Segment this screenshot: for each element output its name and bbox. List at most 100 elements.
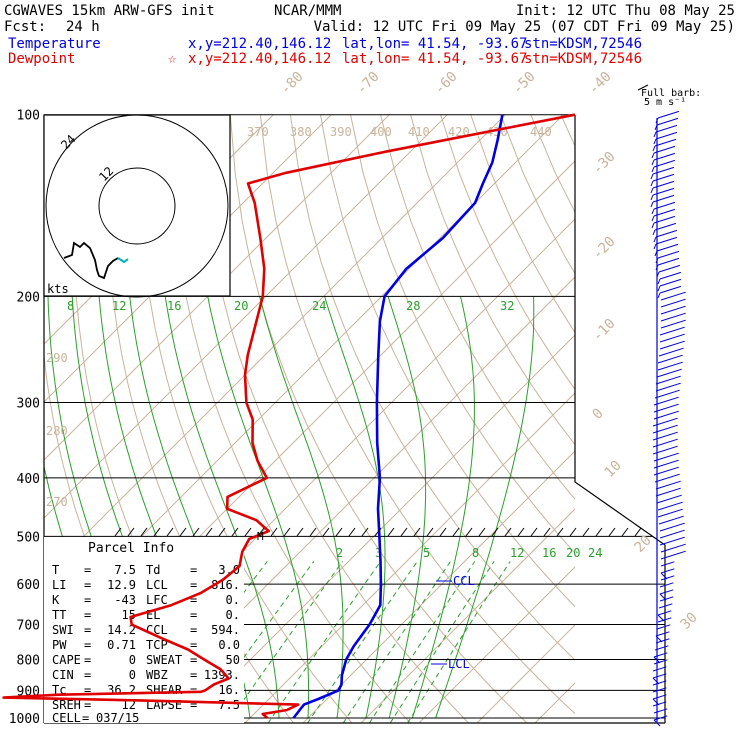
pressure-tick-label: 200 — [17, 290, 40, 305]
isotherm — [44, 115, 390, 461]
wind-barb — [656, 368, 682, 378]
temperature-legend-label: Temperature — [8, 36, 101, 52]
wind-barbs-column: Full barb: 5 m s⁻¹ — [637, 84, 701, 727]
hodograph-units-label: kts — [47, 282, 69, 296]
parcel-param-name: PW — [52, 638, 67, 652]
mixing-ratio-line — [226, 561, 344, 723]
wind-barb — [658, 264, 681, 273]
mixing-ratio-labels: 8 12 16 20 24 28 32 2 3 5 8 12 16 20 24 — [67, 299, 602, 560]
wind-barb — [655, 480, 681, 490]
mixing-ratio-label-lower: 8 — [472, 546, 479, 560]
svg-text:=: = — [84, 698, 91, 712]
wind-barb — [657, 250, 680, 259]
svg-text:=: = — [190, 578, 197, 592]
svg-text:=: = — [190, 668, 197, 682]
mixing-ratio-label-lower: 3 — [375, 546, 382, 560]
parcel-param-name: LI — [52, 578, 66, 592]
svg-text:=: = — [84, 653, 91, 667]
parcel-param-value: 14.2 — [107, 623, 136, 637]
wind-barb — [660, 291, 686, 301]
parcel-param-name: SWI — [52, 623, 74, 637]
wind-barb — [659, 326, 685, 336]
ccl-label: CCL — [453, 574, 475, 588]
wind-barb — [659, 596, 674, 602]
svg-text:=: = — [190, 638, 197, 652]
mixing-ratio-label-upper: 28 — [406, 299, 420, 313]
wind-barb — [660, 298, 686, 308]
wind-barb — [653, 396, 679, 406]
header: CGWAVES 15km ARW-GFS init NCAR/MMM Init:… — [4, 3, 735, 67]
parcel-param-name: TT — [52, 608, 66, 622]
isotherm — [302, 450, 575, 723]
wind-barb — [652, 694, 667, 700]
parcel-param-value: 0 — [129, 653, 136, 667]
wind-barb — [656, 243, 679, 252]
isotherm-label: -30 — [590, 149, 619, 178]
fcst-label: Fcst: — [4, 19, 46, 35]
wind-barb — [659, 529, 685, 539]
theta-label: 290 — [46, 351, 68, 365]
wind-barb — [652, 680, 667, 686]
wind-barb — [653, 459, 679, 469]
isotherm-label: -40 — [586, 69, 615, 98]
isotherm — [244, 392, 575, 723]
temperature-trace — [292, 114, 504, 719]
svg-text:=: = — [190, 653, 197, 667]
parcel-param-value: 0. — [226, 608, 240, 622]
parcel-param-value: 0.71 — [107, 638, 136, 652]
wind-barb — [654, 389, 680, 399]
isotherm-label: -60 — [432, 69, 461, 98]
wind-barb — [660, 543, 686, 553]
wind-barb — [653, 403, 679, 413]
valid-time: Valid: 12 UTC Fri 09 May 25 (07 CDT Fri … — [314, 19, 735, 35]
dry-adiabat — [169, 115, 411, 723]
fcst-value: 24 h — [66, 19, 100, 35]
wind-barb — [653, 708, 668, 714]
sounding-traces — [2, 113, 576, 719]
wind-barb — [659, 536, 685, 546]
isotherm-label: -10 — [590, 316, 619, 345]
isotherm — [418, 566, 575, 723]
wind-barb — [660, 550, 686, 560]
init-time: Init: 12 UTC Thu 08 May 25 — [516, 3, 735, 19]
wind-barb — [660, 312, 686, 322]
parcel-param-name: K — [52, 593, 60, 607]
dry-adiabat — [199, 115, 470, 723]
mixing-ratio-label-lower: 24 — [588, 546, 602, 560]
wind-barbs — [650, 110, 686, 727]
wind-barb — [655, 382, 681, 392]
svg-text:=: = — [84, 593, 91, 607]
wind-barb — [660, 561, 675, 567]
wind-barb — [659, 582, 674, 588]
dry-adiabat — [380, 115, 575, 500]
wind-barb — [657, 110, 680, 119]
theta-label: 390 — [330, 125, 352, 139]
parcel-param-name: SWEAT — [146, 653, 182, 667]
wind-barb — [659, 340, 685, 350]
dewpoint-latlon: lat,lon= 41.54, -93.67 — [342, 51, 527, 67]
wind-barb — [655, 487, 681, 497]
isotherm-label: -70 — [354, 69, 383, 98]
dry-adiabat — [289, 115, 575, 661]
theta-label: 380 — [290, 125, 312, 139]
wind-barb — [652, 666, 667, 672]
wind-barb — [657, 508, 683, 518]
dewpoint-station: stn=KDSM,72546 — [524, 51, 642, 67]
wind-barb — [655, 131, 678, 140]
wind-barb — [659, 285, 682, 294]
parcel-param-value: 1393. — [204, 668, 240, 682]
wind-barb — [657, 501, 683, 511]
svg-text:=: = — [84, 668, 91, 682]
barb-legend-line2: 5 m s⁻¹ — [644, 97, 686, 108]
dry-adiabat — [259, 115, 575, 715]
isotherm-label: -20 — [590, 234, 619, 263]
pressure-tick-label: 500 — [17, 530, 40, 545]
freezing-level-hatch — [114, 527, 642, 537]
wind-barb — [657, 257, 680, 266]
wind-barb — [652, 166, 675, 175]
mixing-ratio-label-lower: 2 — [336, 546, 343, 560]
dry-adiabat — [138, 115, 353, 723]
wind-barb — [659, 278, 682, 287]
parcel-param-value: 15 — [122, 608, 136, 622]
